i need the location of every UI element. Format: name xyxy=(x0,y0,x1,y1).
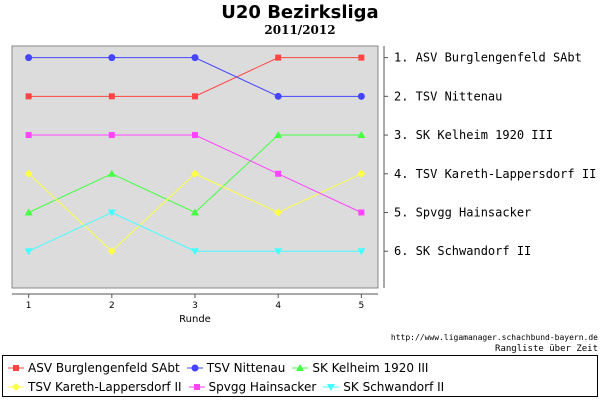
data-point xyxy=(24,208,33,216)
legend: ASV Burglengenfeld SAbt TSV Nittenau SK Ke… xyxy=(2,355,598,397)
legend-label: TSV Nittenau xyxy=(206,360,286,375)
data-point xyxy=(191,248,199,256)
chart-title: U20 Bezirksliga xyxy=(221,2,379,23)
legend-swatch-marker xyxy=(191,364,199,371)
data-point xyxy=(358,54,365,61)
chart-subtitle: 2011/2012 xyxy=(264,23,336,37)
data-point xyxy=(107,209,116,217)
legend-swatch-icon xyxy=(188,383,205,390)
legend-label: SK Kelheim 1920 III xyxy=(312,360,429,375)
rank-label: 1. ASV Burglengenfeld SAbt xyxy=(394,51,582,65)
legend-item: Spvgg Hainsacker xyxy=(188,379,317,394)
legend-row: ASV Burglengenfeld SAbt TSV Nittenau SK Ke… xyxy=(7,358,593,377)
data-point xyxy=(274,248,283,256)
data-point xyxy=(108,54,116,62)
x-tick-label: 4 xyxy=(275,301,281,311)
data-point xyxy=(357,131,366,139)
legend-item: TSV Kareth-Lappersdorf II xyxy=(7,380,182,394)
data-point xyxy=(274,208,283,217)
legend-item: TSV Nittenau xyxy=(186,360,286,375)
data-point xyxy=(25,93,32,100)
data-point xyxy=(191,208,199,216)
legend-swatch-marker xyxy=(193,383,200,390)
data-point xyxy=(357,92,365,100)
rank-label: 4. TSV Kareth-Lappersdorf II xyxy=(394,167,596,181)
data-point xyxy=(275,170,282,177)
legend-swatch-marker xyxy=(12,382,20,391)
data-point xyxy=(107,169,116,177)
source-url: http://www.ligamanager.schachbund-bayern… xyxy=(390,333,598,342)
data-point xyxy=(191,54,199,62)
legend-swatch-icon xyxy=(8,364,24,371)
x-tick-label: 2 xyxy=(109,301,115,311)
data-point xyxy=(275,54,282,61)
data-point xyxy=(191,169,199,178)
data-point xyxy=(24,169,33,178)
x-tick-label: 1 xyxy=(26,301,32,311)
data-point xyxy=(192,93,198,100)
legend-row: TSV Kareth-Lappersdorf II Spvgg Hainsacke… xyxy=(7,377,593,396)
legend-label: SK Schwandorf II xyxy=(343,379,445,394)
legend-swatch-icon xyxy=(8,382,24,391)
legend-item: SK Schwandorf II xyxy=(322,380,444,394)
x-tick-label: 3 xyxy=(192,301,198,311)
data-point xyxy=(358,209,365,216)
data-point xyxy=(108,132,115,139)
legend-label: TSV Kareth-Lappersdorf II xyxy=(28,379,182,394)
legend-label: Spvgg Hainsacker xyxy=(208,379,317,394)
rank-label: 5. Spvgg Hainsacker xyxy=(394,205,531,219)
plot-area xyxy=(11,45,379,289)
legend-swatch-marker xyxy=(296,363,305,371)
legend-label: ASV Burglengenfeld SAbt xyxy=(28,360,180,375)
legend-swatch-marker xyxy=(13,364,19,371)
data-point xyxy=(108,93,115,100)
data-point xyxy=(274,131,283,139)
rank-label: 3. SK Kelheim 1920 III xyxy=(394,128,553,142)
legend-swatch-icon xyxy=(323,383,340,391)
legend-swatch-marker xyxy=(327,383,336,391)
data-point xyxy=(25,132,32,139)
data-point xyxy=(25,54,33,62)
rank-label: 6. SK Schwandorf II xyxy=(394,244,531,258)
legend-swatch-icon xyxy=(292,363,309,371)
data-point xyxy=(274,92,282,100)
data-point xyxy=(357,248,366,256)
data-point xyxy=(24,248,33,256)
chart-caption: Rangliste über Zeit xyxy=(495,344,598,354)
rank-label: 2. TSV Nittenau xyxy=(394,89,502,103)
x-tick-label: 5 xyxy=(358,301,364,311)
data-point xyxy=(107,247,116,256)
legend-item: ASV Burglengenfeld SAbt xyxy=(7,361,180,375)
data-point xyxy=(357,169,366,178)
x-axis-label: Runde xyxy=(179,314,211,325)
line-chart: 1 2 3 4 5 Runde 1. ASV Burglengenfeld SAbt 2. T… xyxy=(11,45,596,325)
data-point xyxy=(192,132,198,139)
legend-item: SK Kelheim 1920 III xyxy=(291,361,428,375)
legend-swatch-icon xyxy=(186,364,203,371)
